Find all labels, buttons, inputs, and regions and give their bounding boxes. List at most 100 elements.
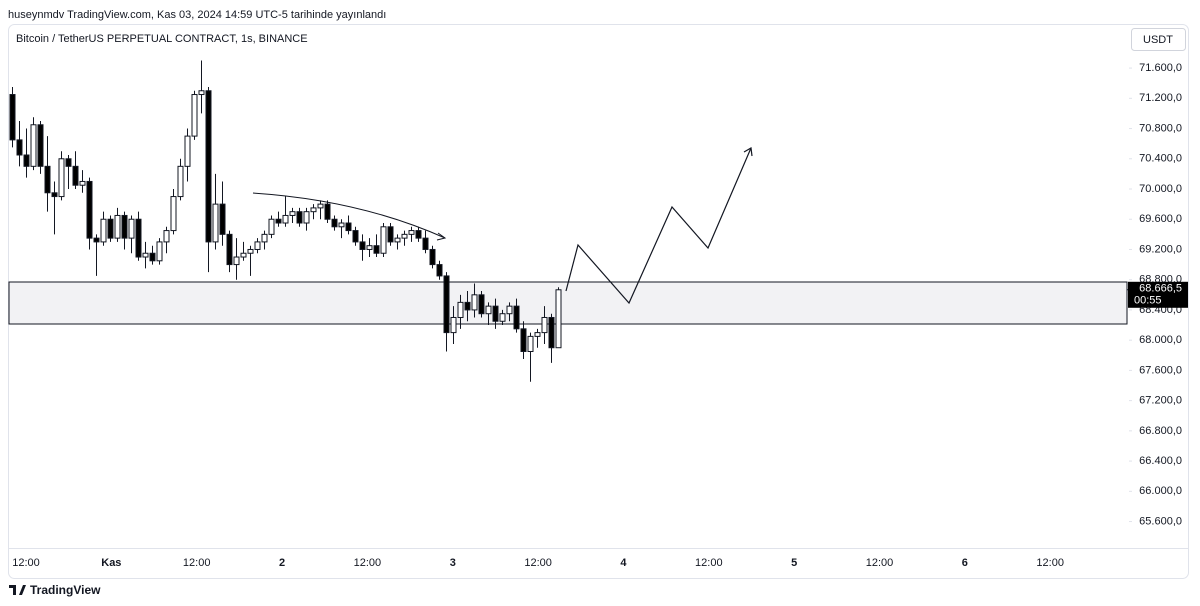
candle-body <box>261 233 268 243</box>
y-tick-label: 70.000,0 <box>1139 183 1182 195</box>
candle-body <box>72 165 79 186</box>
candle-body <box>429 248 436 266</box>
y-tick-label: 71.200,0 <box>1139 92 1182 104</box>
y-tick-label: 71.600,0 <box>1139 62 1182 74</box>
candle-body <box>184 135 191 167</box>
candle-body <box>548 316 555 349</box>
candle-body <box>401 233 408 239</box>
y-tick-label: 68.000,0 <box>1139 334 1182 346</box>
candle-body <box>205 90 212 243</box>
candle-body <box>233 256 240 266</box>
x-tick-label: 12:00 <box>1036 557 1064 569</box>
candle-body <box>16 139 23 156</box>
candle-body <box>37 124 44 167</box>
candle-body <box>485 305 492 315</box>
candle-body <box>79 180 86 186</box>
arrow-head <box>743 147 753 157</box>
candle-body <box>114 214 121 239</box>
candle-body <box>65 158 72 167</box>
candle-body <box>492 305 499 322</box>
candle-body <box>191 94 198 137</box>
candle-body <box>527 335 534 352</box>
candle-body <box>282 214 289 224</box>
candle-body <box>247 248 254 254</box>
candle-body <box>156 241 163 262</box>
x-tick-label: 12:00 <box>524 557 552 569</box>
candle-body <box>324 203 331 220</box>
candle-body <box>44 165 51 194</box>
candle-body <box>170 196 177 232</box>
y-tick-label: 70.400,0 <box>1139 153 1182 165</box>
x-tick-label: Kas <box>101 557 121 569</box>
y-tick-label: 66.400,0 <box>1139 455 1182 467</box>
y-tick-label: 66.000,0 <box>1139 485 1182 497</box>
support-zone <box>8 281 1128 325</box>
countdown: 00:55 <box>1134 295 1162 307</box>
logo <box>9 585 26 595</box>
candle-body <box>317 203 324 209</box>
x-tick-label: 3 <box>450 557 456 569</box>
candle-body <box>296 211 303 224</box>
candle-body <box>177 165 184 198</box>
last-price-label: 68.666,5 <box>1139 283 1182 295</box>
candle-body <box>51 192 58 198</box>
candle-body <box>541 316 548 334</box>
candle-body <box>212 203 219 243</box>
candle-body <box>268 218 275 235</box>
x-tick-label: 12:00 <box>12 557 40 569</box>
candle-body <box>303 211 310 224</box>
candle-body <box>534 332 541 337</box>
candle-body <box>422 237 429 250</box>
candle-body <box>506 305 513 315</box>
candle-body <box>464 301 471 311</box>
candle-body <box>149 252 156 262</box>
footer-brand: TradingView <box>30 583 101 597</box>
chart-title: Bitcoin / TetherUS PERPETUAL CONTRACT, 1… <box>16 33 308 45</box>
publish-info: huseynmdv TradingView.com, Kas 03, 2024 … <box>8 9 386 21</box>
candle-body <box>338 222 345 228</box>
y-tick-label: 69.200,0 <box>1139 243 1182 255</box>
candle-body <box>555 289 562 349</box>
candle-body <box>100 218 107 243</box>
candle-body <box>289 211 296 216</box>
y-tick-label: 67.600,0 <box>1139 364 1182 376</box>
y-tick-label: 66.800,0 <box>1139 425 1182 437</box>
y-tick-label: 69.600,0 <box>1139 213 1182 225</box>
candle-body <box>380 226 387 254</box>
candle-body <box>219 203 226 235</box>
currency-box[interactable] <box>1131 28 1186 51</box>
candle-body <box>9 94 16 141</box>
candle-body <box>394 237 401 243</box>
candle-body <box>128 218 135 239</box>
y-tick-label: 70.800,0 <box>1139 122 1182 134</box>
x-tick-label: 12:00 <box>695 557 723 569</box>
candle-body <box>135 218 142 258</box>
arrow-head <box>436 232 447 241</box>
candle-body <box>366 245 373 250</box>
candle-body <box>345 222 352 232</box>
currency[interactable]: USDT <box>1143 34 1173 46</box>
x-tick-label: 12:00 <box>354 557 382 569</box>
candle-body <box>93 237 100 243</box>
x-tick-label: 12:00 <box>866 557 894 569</box>
candle-body <box>86 180 93 239</box>
candle-body <box>23 154 30 167</box>
candle-body <box>163 230 170 243</box>
candle-body <box>142 252 149 258</box>
candle-body <box>254 241 261 250</box>
candle-body <box>58 158 65 198</box>
y-tick-label: 65.600,0 <box>1139 515 1182 527</box>
candle-body <box>373 245 380 254</box>
candle-body <box>198 90 205 96</box>
candle-body <box>499 313 506 322</box>
last-price-box <box>1128 281 1188 308</box>
candle-body <box>310 207 317 213</box>
x-tick-label: 12:00 <box>183 557 211 569</box>
trend-arrow <box>252 192 446 239</box>
candle-body <box>275 218 282 224</box>
x-tick-label: 5 <box>791 557 797 569</box>
candle-body <box>457 301 464 318</box>
candle-body <box>471 294 478 311</box>
